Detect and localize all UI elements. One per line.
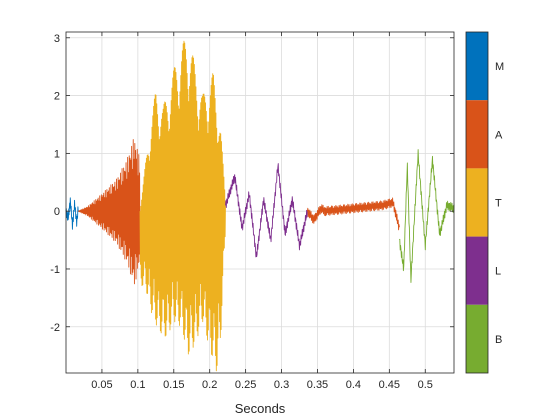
series-line-b-6 bbox=[398, 149, 455, 283]
colorbar-label: L bbox=[495, 266, 501, 278]
x-tick-label: 0.4 bbox=[346, 379, 361, 391]
x-tick-label: 0.15 bbox=[163, 379, 184, 391]
x-tick-label: 0.25 bbox=[235, 379, 256, 391]
colorbar-label: M bbox=[495, 61, 504, 73]
colorbar-segment-b bbox=[466, 304, 488, 373]
colorbar-label: B bbox=[495, 334, 502, 346]
x-axis-label: Seconds bbox=[235, 401, 286, 416]
x-tick-label: 0.1 bbox=[130, 379, 145, 391]
x-tick-label: 0.35 bbox=[307, 379, 328, 391]
series-line-l-3 bbox=[225, 163, 308, 258]
waveform-series bbox=[65, 40, 455, 372]
colorbar-segment-l bbox=[466, 236, 488, 305]
series-line-t-2 bbox=[139, 40, 226, 372]
y-tick-label: 2 bbox=[54, 91, 60, 103]
x-tick-label: 0.05 bbox=[91, 379, 112, 391]
y-tick-label: -2 bbox=[50, 322, 60, 334]
colorbar-segment-a bbox=[466, 100, 488, 169]
colorbar: M A T L B bbox=[465, 31, 504, 374]
axes-frame bbox=[65, 31, 455, 374]
colorbar-label: T bbox=[495, 198, 502, 210]
series-line-a-4 bbox=[306, 204, 326, 224]
y-tick-label: -1 bbox=[50, 264, 60, 276]
y-tick-label: 3 bbox=[54, 33, 60, 45]
x-tick-label: 0.2 bbox=[202, 379, 217, 391]
y-tick-label: 0 bbox=[54, 206, 60, 218]
series-line-a-1 bbox=[78, 139, 141, 285]
series-line-a-5 bbox=[324, 197, 400, 231]
axis-ticks: 0.05 0.1 0.15 0.2 0.25 0.3 0.35 0.4 0.45 0.5 -2 -1 0… bbox=[50, 32, 454, 391]
colorbar-label: A bbox=[495, 129, 503, 141]
colorbar-frame bbox=[465, 31, 489, 374]
x-tick-label: 0.5 bbox=[418, 379, 433, 391]
x-tick-label: 0.45 bbox=[379, 379, 400, 391]
y-tick-label: 1 bbox=[54, 148, 60, 160]
series-line-m-0 bbox=[65, 197, 79, 230]
x-tick-label: 0.3 bbox=[274, 379, 289, 391]
colorbar-segment-m bbox=[466, 32, 488, 101]
colorbar-segment-t bbox=[466, 168, 488, 237]
